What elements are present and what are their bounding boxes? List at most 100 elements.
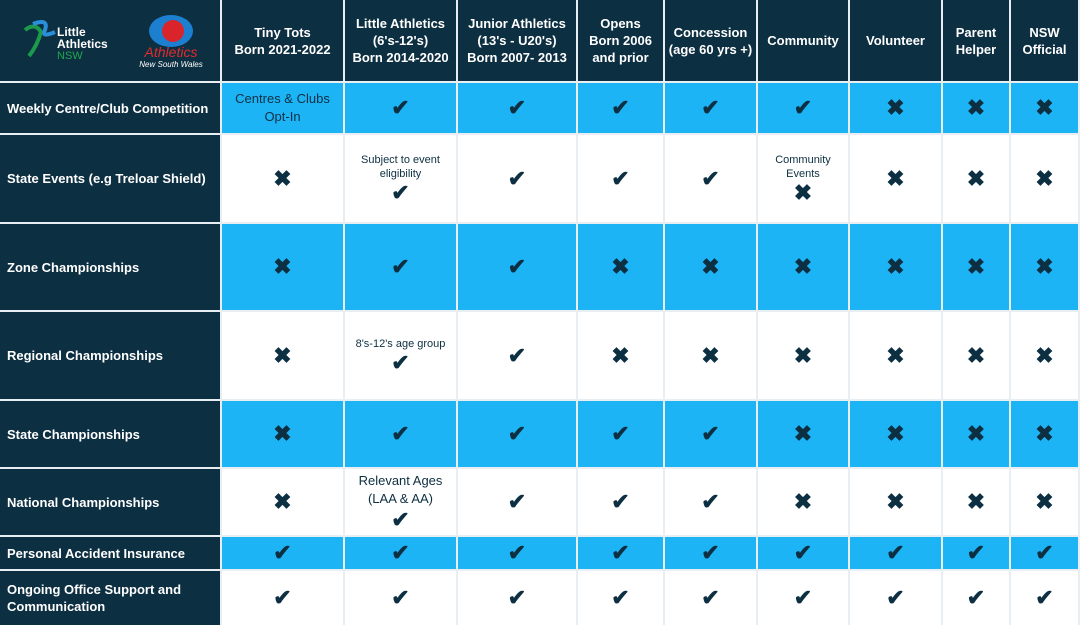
table-cell: ✔ (1011, 571, 1078, 625)
check-icon: ✔ (966, 540, 986, 565)
check-icon: ✔ (391, 507, 410, 532)
cross-icon: ✖ (886, 421, 905, 446)
table-cell: ✔ (665, 469, 756, 535)
check-icon: ✔ (507, 421, 527, 446)
table-cell: Relevant Ages (LAA & AA) ✔ (345, 469, 456, 535)
check-icon: ✔ (507, 342, 527, 368)
cross-icon: ✖ (273, 165, 292, 191)
check-icon: ✔ (886, 585, 905, 610)
table-cell: ✔ (345, 401, 456, 467)
cell-note: Subject to event eligibility (361, 153, 440, 180)
column-header: Opens Born 2006 and prior (578, 0, 663, 81)
column-header: Concession (age 60 yrs +) (665, 0, 756, 81)
cross-icon: ✖ (966, 95, 986, 120)
column-header: Parent Helper (943, 0, 1009, 81)
row-label: State Events (e.g Treloar Shield) (0, 135, 220, 222)
table-cell: ✔ (458, 401, 576, 467)
check-icon: ✔ (507, 165, 527, 191)
table-cell: ✔ (458, 571, 576, 625)
check-icon: ✔ (1035, 585, 1054, 610)
table-cell: ✔ (578, 537, 663, 569)
check-icon: ✔ (701, 540, 720, 565)
column-header: Community (758, 0, 848, 81)
column-header: NSW Official (1011, 0, 1078, 81)
cell-note: Relevant Ages (LAA & AA) (358, 473, 443, 506)
table-cell: ✔ (222, 571, 343, 625)
table-cell: ✔ (345, 83, 456, 133)
check-icon: ✔ (611, 165, 630, 191)
table-cell: ✖ (850, 83, 941, 133)
check-icon: ✔ (966, 585, 986, 610)
check-icon: ✔ (793, 95, 813, 120)
table-cell: ✔ (345, 224, 456, 310)
svg-text:Athletics: Athletics (143, 44, 197, 60)
table-cell: ✔ (458, 224, 576, 310)
cross-icon: ✖ (966, 254, 986, 279)
table-cell: ✔ (458, 469, 576, 535)
table-cell: ✖ (943, 469, 1009, 535)
cross-icon: ✖ (273, 421, 292, 446)
cross-icon: ✖ (611, 254, 630, 279)
cross-icon: ✖ (1035, 254, 1054, 279)
table-cell: ✖ (222, 224, 343, 310)
table-cell: ✖ (943, 83, 1009, 133)
row-label: National Championships (0, 469, 220, 535)
table-cell: ✖ (222, 469, 343, 535)
check-icon: ✔ (701, 489, 720, 514)
table-cell: ✔ (665, 135, 756, 222)
table-cell: ✖ (758, 224, 848, 310)
cross-icon: ✖ (966, 165, 986, 191)
table-cell: ✖ (578, 312, 663, 399)
athletics-nsw-logo: Athletics New South Wales (139, 14, 202, 69)
cell-note: Community Events (775, 153, 831, 180)
table-cell: ✔ (458, 312, 576, 399)
svg-text:NSW: NSW (57, 50, 83, 62)
check-icon: ✔ (611, 489, 630, 514)
cross-icon: ✖ (1035, 165, 1054, 191)
cross-icon: ✖ (611, 342, 630, 368)
table-cell: ✖ (850, 135, 941, 222)
table-cell: ✔ (943, 537, 1009, 569)
column-header: Junior Athletics (13's - U20's) Born 2007-… (458, 0, 576, 81)
cross-icon: ✖ (701, 342, 720, 368)
table-cell: ✖ (222, 312, 343, 399)
table-cell: ✔ (578, 135, 663, 222)
table-cell: ✔ (1011, 537, 1078, 569)
check-icon: ✔ (701, 585, 720, 610)
logo-area: Little Athletics NSW Athletics New South… (0, 0, 220, 81)
check-icon: ✔ (507, 540, 527, 565)
table-cell: ✔ (758, 83, 848, 133)
cross-icon: ✖ (886, 489, 905, 514)
table-cell: ✖ (943, 401, 1009, 467)
check-icon: ✔ (701, 95, 720, 120)
check-icon: ✔ (701, 165, 720, 191)
table-cell: ✖ (665, 312, 756, 399)
table-cell: Subject to event eligibility ✔ (345, 135, 456, 222)
table-cell: ✖ (943, 135, 1009, 222)
check-icon: ✔ (391, 540, 410, 565)
cross-icon: ✖ (793, 489, 813, 514)
cross-icon: ✖ (701, 254, 720, 279)
table-cell: 8's-12's age group ✔ (345, 312, 456, 399)
cross-icon: ✖ (793, 421, 813, 446)
table-cell: ✔ (578, 401, 663, 467)
cross-icon: ✖ (966, 489, 986, 514)
check-icon: ✔ (701, 421, 720, 446)
check-icon: ✔ (391, 421, 410, 446)
check-icon: ✔ (507, 95, 527, 120)
little-athletics-logo: Little Athletics NSW (23, 19, 108, 62)
column-header: Tiny Tots Born 2021-2022 (222, 0, 343, 81)
check-icon: ✔ (793, 540, 813, 565)
table-cell: ✖ (758, 469, 848, 535)
cross-icon: ✖ (273, 342, 292, 368)
table-cell: ✔ (345, 537, 456, 569)
row-label: Regional Championships (0, 312, 220, 399)
cross-icon: ✖ (1035, 95, 1054, 120)
column-header: Volunteer (850, 0, 941, 81)
table-cell: ✔ (458, 83, 576, 133)
cell-note: Centres & Clubs Opt-In (235, 91, 330, 124)
table-cell: ✖ (850, 312, 941, 399)
check-icon: ✔ (391, 95, 410, 120)
cross-icon: ✖ (793, 254, 813, 279)
table-cell: ✖ (943, 312, 1009, 399)
